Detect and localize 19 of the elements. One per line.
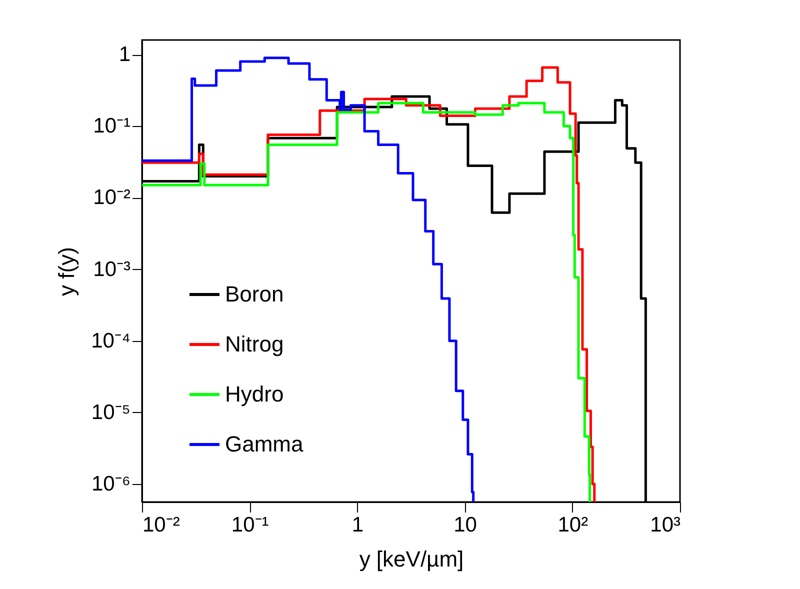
y-tick-label: 10⁻¹ — [93, 114, 130, 138]
legend-label: Gamma — [225, 432, 304, 456]
x-tick-label: 10⁻² — [142, 514, 180, 536]
y-tick-label: 10⁻² — [93, 186, 130, 210]
x-tick-label: 10 — [454, 514, 477, 536]
x-tick-label: 10² — [558, 514, 588, 536]
x-axis-title: y [keV/µm] — [359, 546, 464, 572]
x-tick-label: 1 — [352, 514, 364, 536]
y-tick-label: 10⁻⁴ — [91, 329, 130, 352]
legend-label: Boron — [225, 282, 284, 306]
y-tick-label: 10⁻⁶ — [91, 472, 130, 496]
y-tick-label: 10⁻³ — [93, 258, 130, 281]
x-tick-label: 10⁻¹ — [231, 514, 269, 536]
y-axis-title: y f(y) — [54, 247, 80, 296]
legend-label: Nitrog — [225, 332, 284, 356]
y-tick-label: 1 — [118, 43, 130, 66]
y-tick-label: 10⁻⁵ — [91, 400, 130, 424]
legend-label: Hydro — [225, 382, 284, 406]
x-tick-label: 10³ — [650, 514, 680, 536]
